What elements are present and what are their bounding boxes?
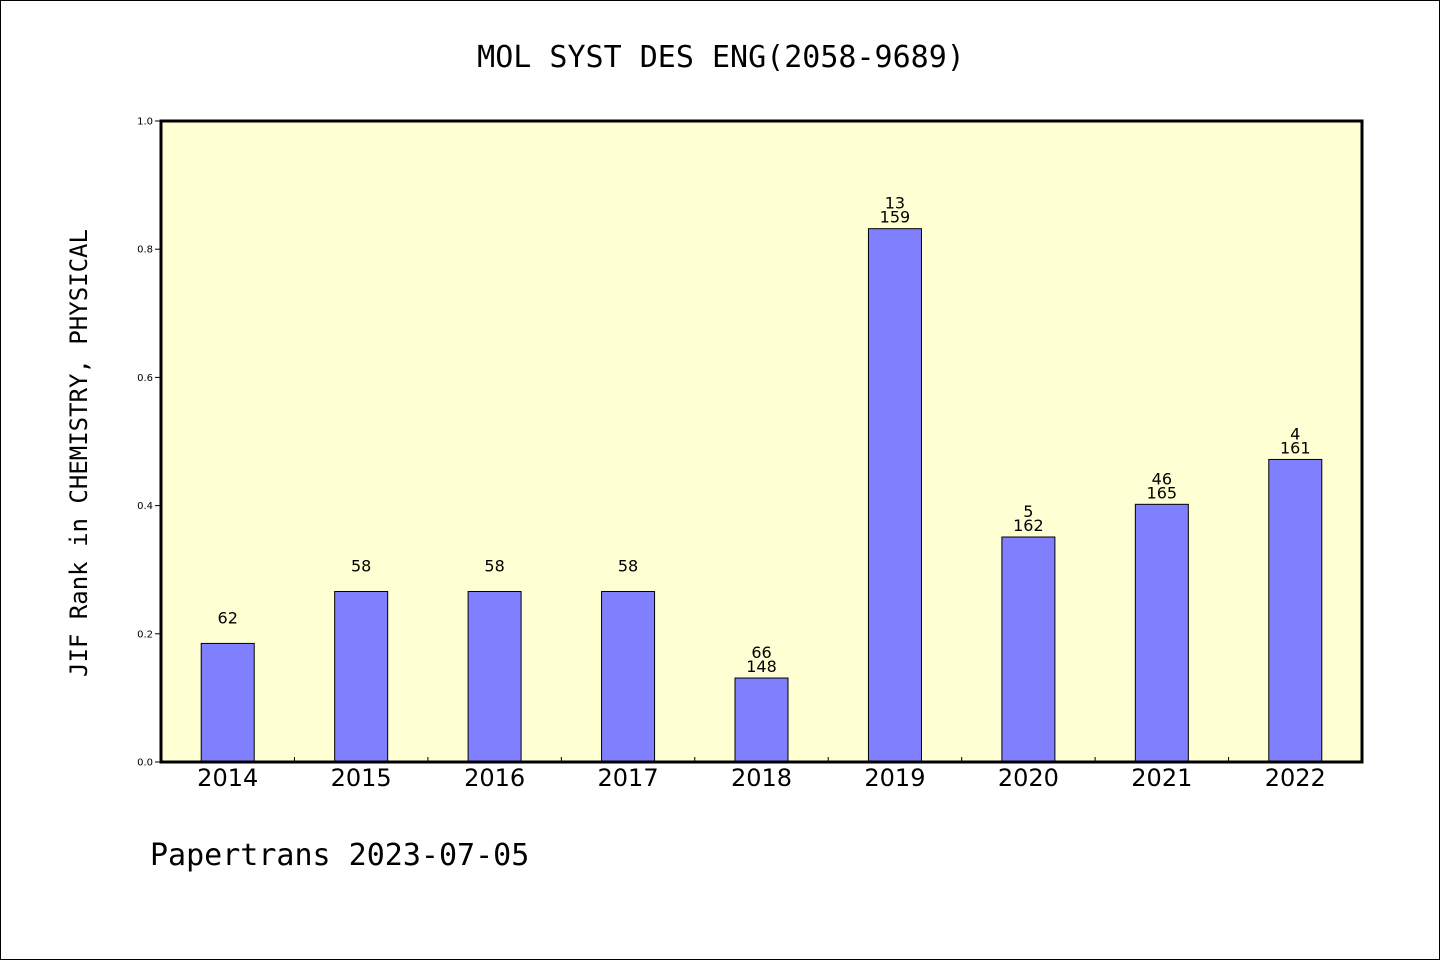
- bar-2016: [467, 590, 522, 763]
- y-axis-label: JIF Rank in CHEMISTRY, PHYSICAL: [65, 229, 93, 677]
- y-tick-label: 0.4: [137, 501, 153, 512]
- x-tick-label-2016: 2016: [464, 764, 525, 792]
- x-tick-label-2022: 2022: [1265, 764, 1326, 792]
- bar-2015: [334, 590, 389, 763]
- bar-rank-label: 46: [1152, 469, 1172, 488]
- x-tick-label-2015: 2015: [331, 764, 392, 792]
- y-tick-label: 0.0: [137, 758, 153, 769]
- bar-total-label: 165: [1147, 483, 1178, 502]
- bars-group: [200, 228, 1323, 763]
- bar-total-label: 148: [746, 657, 777, 676]
- bar-2021: [1134, 503, 1189, 763]
- bar-total-label: 162: [1013, 516, 1044, 535]
- y-tick-label: 0.8: [137, 245, 153, 256]
- plot-frame: [159, 119, 1364, 764]
- bar-value-label: 58: [484, 556, 504, 575]
- bar-2014: [200, 642, 255, 763]
- bar-2022: [1268, 458, 1323, 763]
- y-tick-label: 0.6: [137, 373, 153, 384]
- chart-title: MOL SYST DES ENG(2058-9689): [477, 40, 965, 75]
- bar-2017: [601, 590, 656, 763]
- bar-value-label: 62: [218, 608, 238, 627]
- bar-rank-label: 4: [1290, 424, 1300, 443]
- y-axis-ticks: 0.0 0.2 0.4 0.6 0.8 1.0: [137, 117, 161, 769]
- bar-value-label: 58: [351, 556, 371, 575]
- bar-total-label: 161: [1280, 438, 1311, 457]
- bar-2019: [867, 228, 922, 763]
- footer-watermark: Papertrans 2023-07-05: [150, 838, 529, 873]
- x-tick-label-2019: 2019: [864, 764, 925, 792]
- x-tick-label-2021: 2021: [1131, 764, 1192, 792]
- bar-rank-label: 13: [885, 194, 905, 213]
- bar-rank-label: 5: [1023, 502, 1033, 521]
- x-tick-label-2014: 2014: [197, 764, 258, 792]
- x-axis-ticks: 2014 2015 2016 2017 2018 2019 2020 2021 2022: [197, 757, 1326, 792]
- bar-total-label: 159: [880, 208, 911, 227]
- x-tick-label-2020: 2020: [998, 764, 1059, 792]
- bar-value-label: 58: [618, 556, 638, 575]
- x-tick-label-2018: 2018: [731, 764, 792, 792]
- y-tick-label: 1.0: [137, 117, 153, 128]
- x-tick-label-2017: 2017: [598, 764, 659, 792]
- bar-rank-label: 66: [751, 643, 771, 662]
- y-tick-label: 0.2: [137, 629, 153, 640]
- bar-2018: [734, 677, 789, 763]
- bar-2020: [1001, 536, 1056, 763]
